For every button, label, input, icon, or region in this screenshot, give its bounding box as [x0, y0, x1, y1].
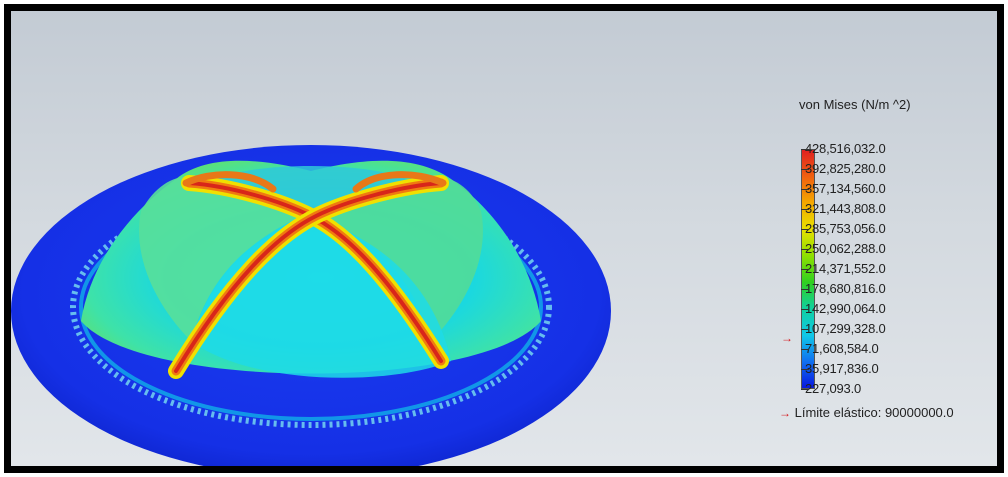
legend-tick-mark	[801, 169, 809, 170]
legend-tick-label: 178,680,816.0	[805, 281, 886, 296]
stress-legend: von Mises (N/m ^2) 428,516,032.0 392,825,…	[779, 97, 997, 427]
legend-tick-mark	[801, 389, 809, 390]
legend-tick-mark	[801, 289, 809, 290]
legend-tick-label: 392,825,280.0	[805, 161, 886, 176]
yield-strength-label: Límite elástico: 90000000.0	[794, 405, 954, 420]
yield-arrow-icon: →	[779, 406, 791, 420]
screenshot-frame: von Mises (N/m ^2) 428,516,032.0 392,825,…	[4, 4, 1004, 473]
legend-tick-label: 250,062,288.0	[805, 241, 886, 256]
legend-tick-label: 35,917,836.0	[805, 361, 879, 376]
model-viewport[interactable]	[11, 11, 997, 466]
legend-tick-mark	[801, 249, 809, 250]
legend-tick-label: 321,443,808.0	[805, 201, 886, 216]
legend-tick-label: 142,990,064.0	[805, 301, 886, 316]
legend-tick-mark	[801, 149, 809, 150]
yield-strength-row: → Límite elástico: 90000000.0	[779, 405, 954, 420]
dome-lobe-right	[321, 176, 483, 341]
yield-marker-arrow-icon: →	[781, 330, 793, 345]
legend-title: von Mises (N/m ^2)	[799, 97, 911, 112]
legend-tick-label: 71,608,584.0	[805, 341, 879, 356]
legend-tick-mark	[801, 209, 809, 210]
legend-tick-mark	[801, 189, 809, 190]
legend-tick-mark	[801, 329, 809, 330]
legend-tick-label: 428,516,032.0	[805, 141, 886, 156]
legend-tick-label: 357,134,560.0	[805, 181, 886, 196]
legend-tick-label: 214,371,552.0	[805, 261, 886, 276]
legend-tick-mark	[801, 229, 809, 230]
legend-tick-mark	[801, 269, 809, 270]
legend-tick-mark	[801, 349, 809, 350]
stress-bands	[168, 171, 449, 379]
legend-tick-label: 285,753,056.0	[805, 221, 886, 236]
legend-tick-mark	[801, 309, 809, 310]
legend-tick-label: 107,299,328.0	[805, 321, 886, 336]
legend-tick-label: 227,093.0	[805, 381, 862, 396]
dome-lobe-left	[139, 176, 301, 341]
legend-tick-mark	[801, 369, 809, 370]
